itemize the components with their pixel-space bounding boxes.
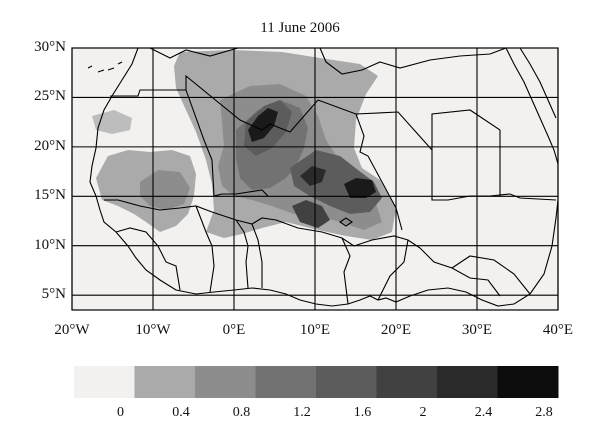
dust-core-north: [248, 108, 278, 142]
map-frame: [71, 47, 559, 311]
colorbar-swatch: [437, 366, 498, 398]
colorbar-label: 0.4: [172, 405, 190, 420]
colorbar-swatch: [497, 366, 559, 398]
longitude-label: 20°E: [380, 322, 412, 338]
colorbar-label: 0.8: [232, 405, 251, 420]
latitude-label: 25°N: [34, 88, 66, 105]
latitude-label: 20°N: [34, 137, 66, 154]
island-canaries: [87, 61, 123, 73]
colorbar-swatch: [134, 366, 196, 398]
borders: [104, 74, 557, 305]
latitude-label: 30°N: [34, 39, 66, 55]
longitude-label: 20°W: [54, 322, 90, 338]
colorbar-label: 2: [419, 405, 427, 420]
dust-core-mid: [300, 166, 326, 186]
colorbar-label: 1.6: [353, 405, 372, 420]
dust-core-sw: [292, 200, 330, 228]
longitude-label: 10°W: [135, 322, 171, 338]
colorbar: [74, 366, 559, 398]
latitude-label: 10°N: [34, 236, 66, 253]
longitude-label: 0°E: [222, 322, 246, 338]
colorbar-label: 2.8: [535, 405, 553, 420]
coastlines-and-borders: [87, 48, 558, 307]
latitude-label: 15°N: [34, 187, 66, 204]
longitude-label: 40°E: [542, 322, 574, 338]
coastline-north-africa: [149, 48, 507, 75]
latitude-label: 5°N: [41, 286, 66, 303]
colorbar-swatch: [255, 366, 317, 398]
colorbar-swatch: [376, 366, 438, 398]
longitude-label: 30°E: [461, 322, 493, 338]
coastline-red-sea: [505, 48, 558, 165]
coastline-west-africa: [89, 48, 558, 307]
colorbar-swatch: [316, 366, 377, 398]
map-title: 11 June 2006: [260, 20, 340, 36]
colorbar-label: 1.2: [293, 405, 311, 420]
dust-core-chad: [344, 178, 376, 198]
colorbar-label: 0: [117, 405, 124, 420]
lake-chad: [339, 217, 353, 227]
colorbar-label: 2.4: [474, 405, 493, 420]
colorbar-swatch: [74, 366, 135, 398]
longitude-label: 10°E: [299, 322, 331, 338]
colorbar-swatch: [195, 366, 256, 398]
